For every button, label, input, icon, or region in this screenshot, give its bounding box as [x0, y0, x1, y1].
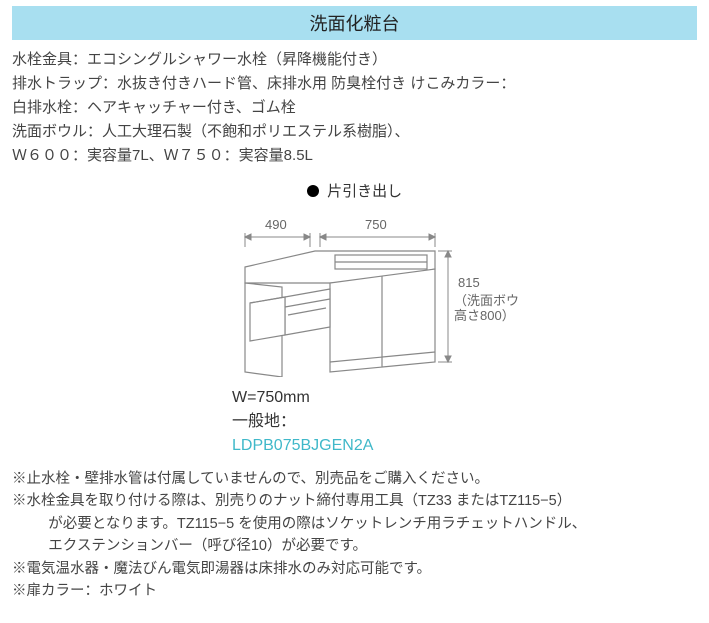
note-line: ※止水栓・壁排水管は付属していませんので、別売品をご購入ください。	[12, 468, 697, 490]
section-header: 片引き出し	[12, 180, 697, 201]
dim-depth: 490	[265, 217, 287, 232]
region-label: 一般地：	[232, 410, 697, 434]
diagram: 490 750 815 （洗面ボウル 高さ800）	[12, 207, 697, 380]
spec-line: 排水トラップ：水抜き付きハード管、床排水用 防臭栓付き けこみカラー：	[12, 72, 697, 96]
note-line: ※扉カラー：ホワイト	[12, 580, 697, 602]
spec-line: 白排水栓：ヘアキャッチャー付き、ゴム栓	[12, 96, 697, 120]
width-label: W=750mm	[232, 386, 697, 410]
bullet-icon	[307, 185, 319, 197]
page-title: 洗面化粧台	[310, 14, 400, 34]
section-label: 片引き出し	[327, 183, 402, 200]
dim-bowl-note2: 高さ800）	[454, 308, 515, 323]
note-line: が必要となります。TZ115−5 を使用の際はソケットレンチ用ラチェットハンドル…	[12, 513, 697, 535]
dim-height: 815	[458, 275, 480, 290]
note-line: エクステンションバー（呼び径10）が必要です。	[12, 535, 697, 557]
spec-line: 水栓金具：エコシングルシャワー水栓（昇降機能付き）	[12, 48, 697, 72]
dim-width: 750	[365, 217, 387, 232]
note-line: ※電気温水器・魔法びん電気即湯器は床排水のみ対応可能です。	[12, 558, 697, 580]
product-caption: W=750mm 一般地： LDPB075BJGEN2A	[232, 386, 697, 458]
note-line: ※水栓金具を取り付ける際は、別売りのナット締付専用工具（TZ33 またはTZ11…	[12, 490, 697, 512]
spec-line: Ｗ６００：実容量7L、Ｗ７５０：実容量8.5L	[12, 144, 697, 168]
dim-bowl-note1: （洗面ボウル	[454, 293, 520, 308]
notes: ※止水栓・壁排水管は付属していませんので、別売品をご購入ください。 ※水栓金具を…	[12, 468, 697, 603]
model-link[interactable]: LDPB075BJGEN2A	[232, 434, 697, 458]
vanity-diagram: 490 750 815 （洗面ボウル 高さ800）	[190, 207, 520, 377]
spec-list: 水栓金具：エコシングルシャワー水栓（昇降機能付き） 排水トラップ：水抜き付きハー…	[12, 48, 697, 168]
spec-line: 洗面ボウル：人工大理石製（不飽和ポリエステル系樹脂）、	[12, 120, 697, 144]
title-bar: 洗面化粧台	[12, 6, 697, 40]
